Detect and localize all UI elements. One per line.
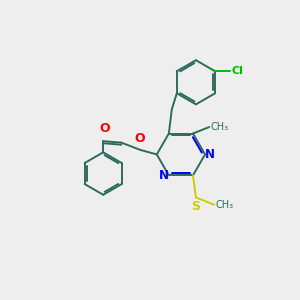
Text: CH₃: CH₃: [216, 200, 234, 210]
Text: CH₃: CH₃: [211, 122, 229, 132]
Text: Cl: Cl: [231, 66, 243, 76]
Text: O: O: [134, 132, 145, 145]
Text: N: N: [206, 148, 215, 161]
Text: N: N: [158, 169, 169, 182]
Text: O: O: [99, 122, 110, 135]
Text: S: S: [191, 200, 200, 213]
